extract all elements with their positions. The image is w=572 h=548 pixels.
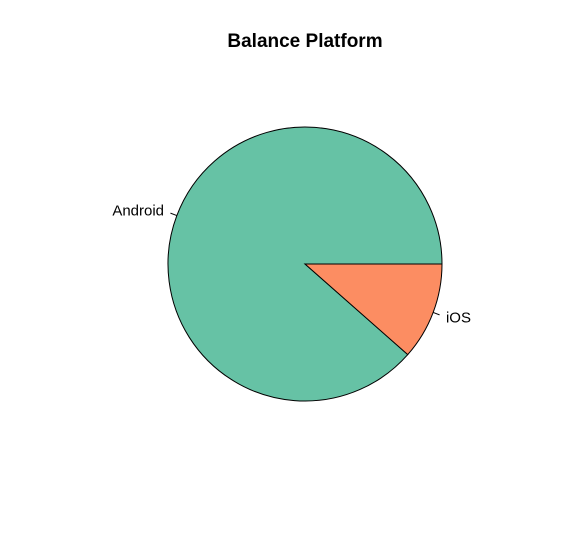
pie-labels: Android iOS [112, 203, 471, 327]
pie-slice-ios [303, 263, 443, 356]
pie-leader-android [170, 212, 178, 217]
pie-leader-ios [432, 311, 440, 316]
pie-label-android: Android [112, 203, 164, 220]
pie-slices [167, 126, 443, 402]
pie-label-ios: iOS [446, 309, 471, 326]
chart-title: Balance Platform [227, 31, 382, 52]
